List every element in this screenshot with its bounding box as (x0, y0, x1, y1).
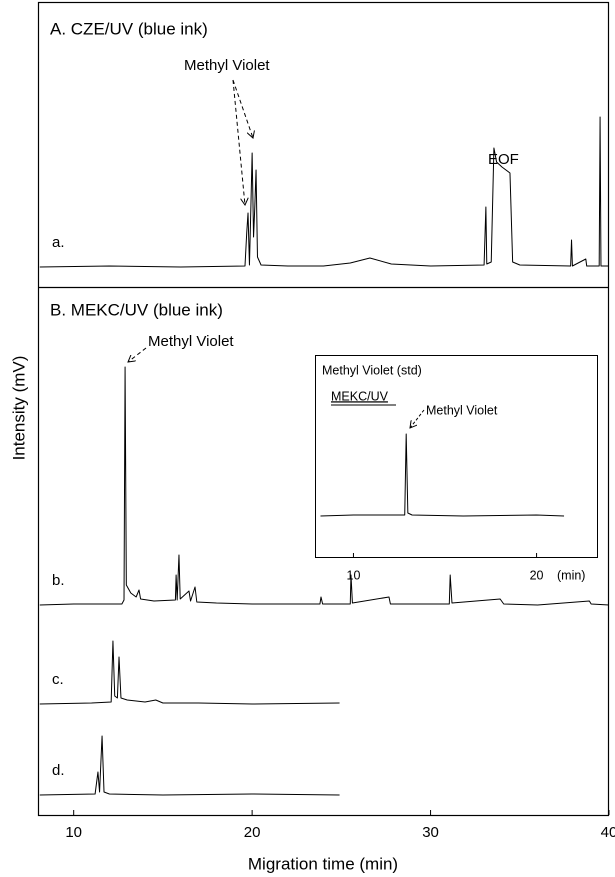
trace (320, 433, 565, 517)
arrow (128, 347, 147, 362)
x-tick-label: 20 (530, 568, 544, 582)
inset-x-label: (min) (557, 568, 585, 582)
annotation: EOF (488, 151, 519, 168)
arrow (232, 79, 245, 205)
arrow (232, 79, 253, 138)
trace (39, 366, 610, 606)
series-label: a. (52, 234, 65, 251)
annotation: Methyl Violet (426, 403, 498, 417)
x-tick-label: 30 (422, 824, 439, 841)
x-tick-label: 20 (244, 824, 261, 841)
x-axis-label: Migration time (min) (248, 854, 398, 873)
arrow (410, 409, 425, 428)
x-tick-label: 10 (65, 824, 82, 841)
plot-frame (37, 1, 610, 817)
inset-subtitle: MEKC/UV (331, 389, 389, 403)
inset-frame (315, 355, 598, 558)
panel-title: B. MEKC/UV (blue ink) (50, 300, 223, 319)
annotation: Methyl Violet (184, 57, 270, 74)
annotation: Methyl Violet (148, 333, 234, 350)
series-label: d. (52, 762, 65, 779)
panel-title: A. CZE/UV (blue ink) (50, 19, 208, 38)
series-label: c. (52, 671, 64, 688)
trace (39, 640, 340, 705)
trace (39, 735, 340, 796)
y-axis-label: Intensity (mV) (9, 356, 28, 461)
trace (39, 116, 609, 268)
series-label: b. (52, 572, 65, 589)
inset-title: Methyl Violet (std) (322, 363, 422, 377)
x-tick-label: 10 (347, 568, 361, 582)
x-tick-label: 40 (601, 824, 615, 841)
